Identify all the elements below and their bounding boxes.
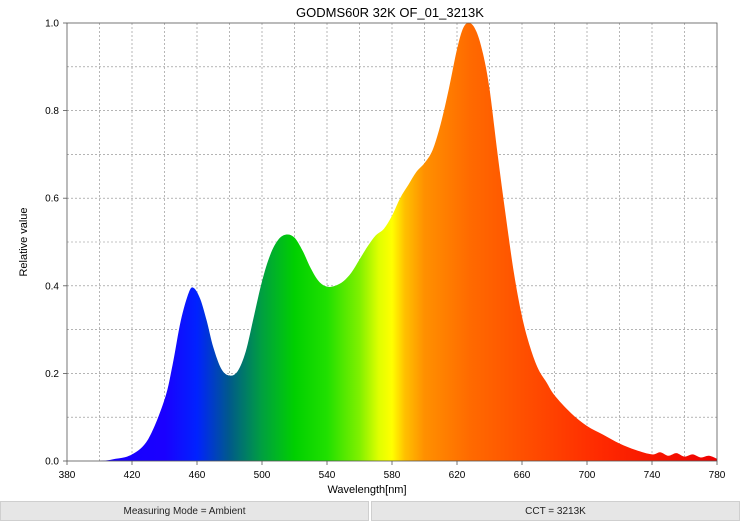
y-tick-label: 1.0 <box>45 19 59 30</box>
x-axis-ticks: 380 420 460 500 540 580 620 660 700 740 780 <box>59 461 726 481</box>
x-tick-label: 660 <box>514 470 531 481</box>
x-tick-label: 700 <box>579 470 596 481</box>
x-tick-label: 620 <box>449 470 466 481</box>
y-axis-ticks: 0.0 0.2 0.4 0.6 0.8 1.0 <box>45 19 67 468</box>
y-tick-label: 0.6 <box>45 194 59 205</box>
spectrum-chart: GODMS60R 32K OF_01_3213K 380 420 460 500 540… <box>18 5 726 496</box>
measuring-mode-status: Measuring Mode = Ambient <box>0 501 369 521</box>
y-axis-label: Relative value <box>18 207 30 276</box>
y-tick-label: 0.8 <box>45 106 59 117</box>
spectrum-area <box>67 22 717 461</box>
x-tick-label: 780 <box>709 470 726 481</box>
chart-title: GODMS60R 32K OF_01_3213K <box>296 5 484 20</box>
x-tick-label: 420 <box>124 470 141 481</box>
y-tick-label: 0.4 <box>45 281 59 292</box>
x-tick-label: 500 <box>254 470 271 481</box>
status-bar: Measuring Mode = Ambient CCT = 3213K <box>0 501 740 521</box>
x-tick-label: 460 <box>189 470 206 481</box>
cct-status: CCT = 3213K <box>371 501 740 521</box>
y-tick-label: 0.2 <box>45 369 59 380</box>
x-axis-label: Wavelength[nm] <box>327 484 406 496</box>
x-tick-label: 740 <box>644 470 661 481</box>
x-tick-label: 540 <box>319 470 336 481</box>
x-tick-label: 380 <box>59 470 76 481</box>
x-tick-label: 580 <box>384 470 401 481</box>
y-tick-label: 0.0 <box>45 457 59 468</box>
